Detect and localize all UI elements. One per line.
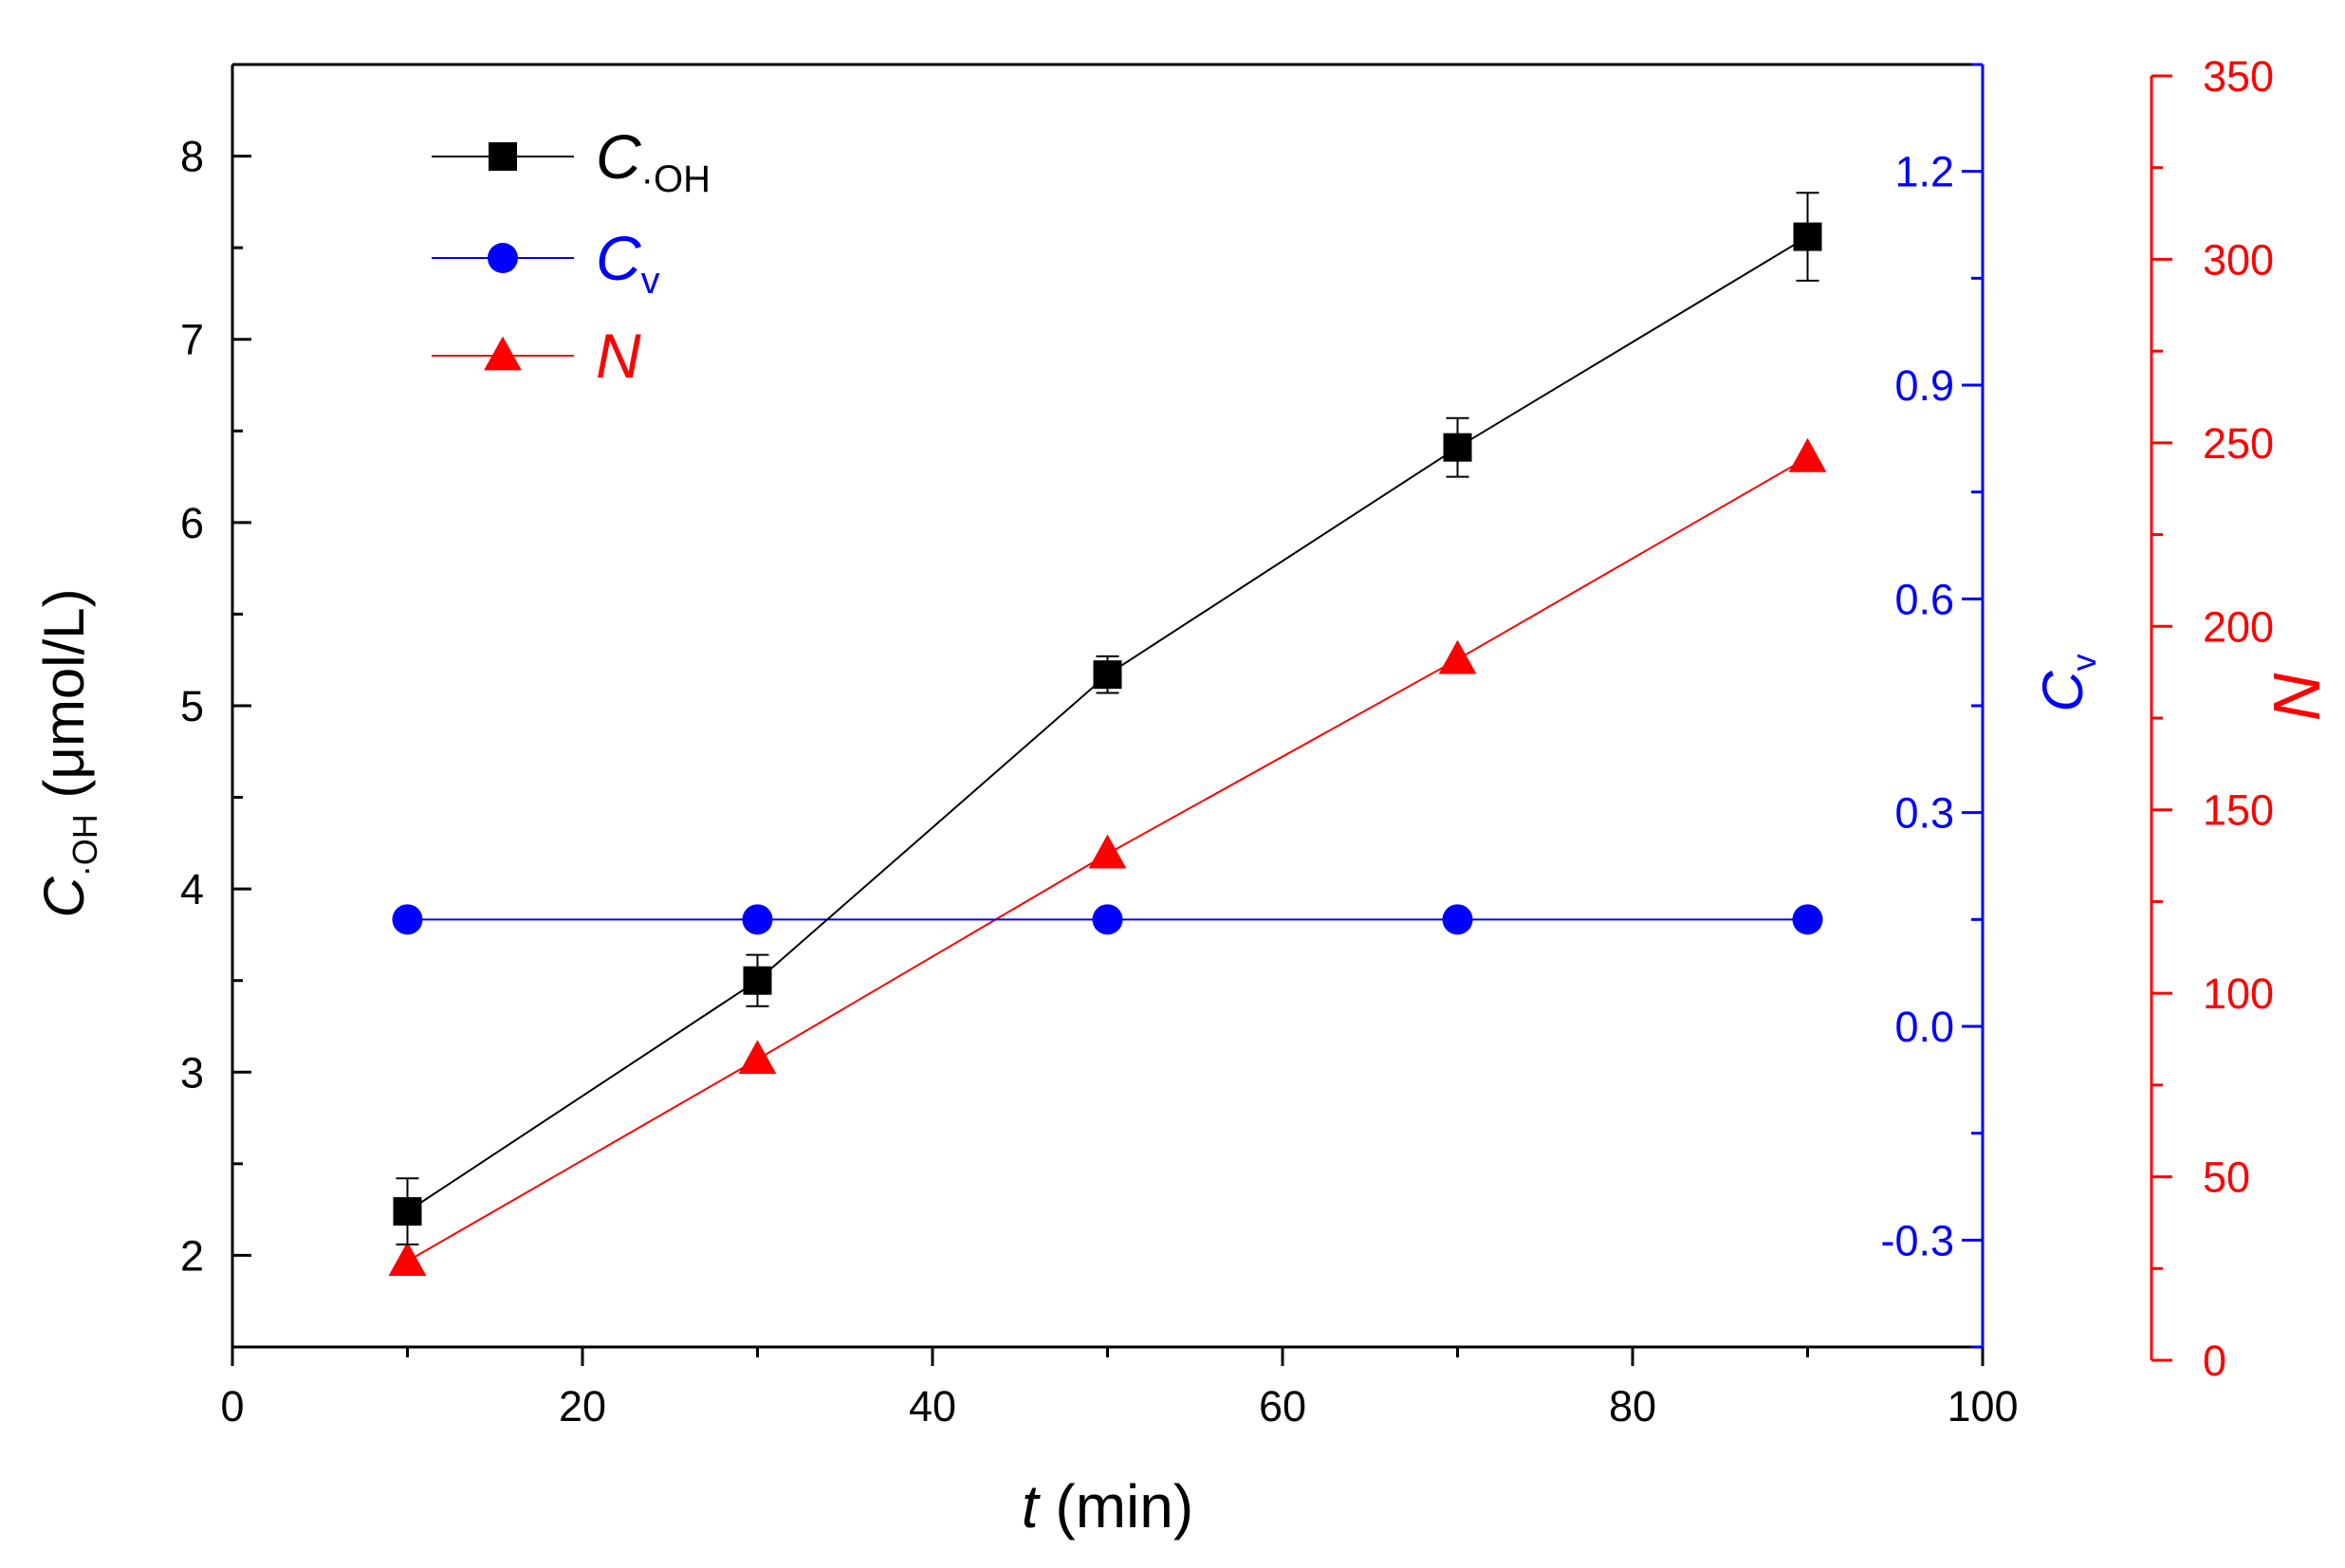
x-axis-title: t (min) (1022, 1472, 1193, 1540)
series-n (388, 437, 1827, 1276)
left-y-axis: 2 3 4 5 6 7 8 (180, 63, 251, 1349)
n-y-tick-label: 150 (2203, 786, 2274, 835)
data-point-cv (1092, 904, 1123, 935)
legend-label: N (596, 321, 641, 391)
n-y-tick-label: 250 (2203, 419, 2274, 468)
legend-item-cv: Cv (432, 223, 660, 302)
n-y-tick-label: 100 (2203, 969, 2274, 1018)
legend-item-coh: C·OH (432, 121, 711, 200)
legend-marker (488, 243, 518, 273)
data-point-n (738, 1040, 777, 1075)
data-point-n (1788, 437, 1827, 472)
data-point-cv (1792, 904, 1823, 935)
data-point-coh (743, 966, 772, 995)
cv-y-tick-label: 0.6 (1894, 575, 1954, 623)
n-y-tick-label: 200 (2203, 602, 2274, 651)
left-y-tick-label: 8 (180, 133, 204, 181)
legend-label: Cv (596, 223, 660, 302)
data-point-cv (742, 904, 773, 935)
x-tick-label: 80 (1609, 1382, 1656, 1430)
legend-label: C·OH (596, 121, 711, 200)
legend: C·OH Cv N (432, 121, 711, 391)
left-y-tick-label: 7 (180, 316, 204, 364)
cv-y-axis: -0.3 0.0 0.3 0.6 0.9 1.2 (1880, 63, 1985, 1349)
x-tick-label: 20 (559, 1382, 606, 1430)
legend-marker (484, 336, 522, 371)
x-tick-label: 60 (1259, 1382, 1306, 1430)
cv-y-tick-label: 1.2 (1894, 148, 1954, 196)
data-point-n (388, 1242, 427, 1276)
data-point-n (1438, 639, 1477, 674)
left-y-tick-label: 3 (180, 1048, 204, 1097)
data-point-coh (1093, 660, 1122, 690)
series-coh (393, 192, 1822, 1245)
left-y-tick-label: 6 (180, 499, 204, 547)
cv-axis-title: Cv (2031, 654, 2103, 711)
x-axis: 0 20 40 60 80 100 (220, 1347, 2019, 1430)
data-point-coh (1793, 222, 1822, 251)
n-y-tick-label: 0 (2203, 1337, 2226, 1385)
n-y-tick-label: 350 (2203, 52, 2274, 101)
data-point-cv (392, 904, 423, 935)
cv-y-tick-label: 0.0 (1894, 1003, 1954, 1051)
data-point-coh (1443, 433, 1472, 462)
left-y-tick-label: 5 (180, 682, 204, 730)
n-axis-title: N (2260, 673, 2334, 721)
left-y-tick-label: 4 (180, 865, 204, 913)
cv-y-tick-label: 0.3 (1894, 789, 1954, 838)
axis-titles: t (min) C·OH (μmol/L) Cv N (32, 588, 2334, 1540)
series-cv (392, 904, 1823, 935)
n-y-tick-label: 50 (2203, 1153, 2250, 1202)
legend-item-n: N (432, 321, 641, 391)
left-y-axis-title: C·OH (μmol/L) (32, 588, 104, 917)
data-point-coh (393, 1197, 422, 1227)
data-point-cv (1442, 904, 1473, 935)
cv-y-tick-label: -0.3 (1880, 1216, 1954, 1264)
n-y-tick-label: 300 (2203, 235, 2274, 284)
series-layer (388, 192, 1827, 1276)
left-y-tick-label: 2 (180, 1231, 204, 1280)
cv-y-tick-label: 0.9 (1894, 361, 1954, 410)
legend-marker (489, 142, 517, 171)
n-y-axis: 0 50 100 150 200 250 300 350 (2150, 52, 2274, 1385)
x-tick-label: 100 (1947, 1382, 2018, 1430)
x-tick-label: 40 (909, 1382, 956, 1430)
data-point-n (1088, 834, 1127, 869)
x-tick-label: 0 (220, 1382, 244, 1430)
